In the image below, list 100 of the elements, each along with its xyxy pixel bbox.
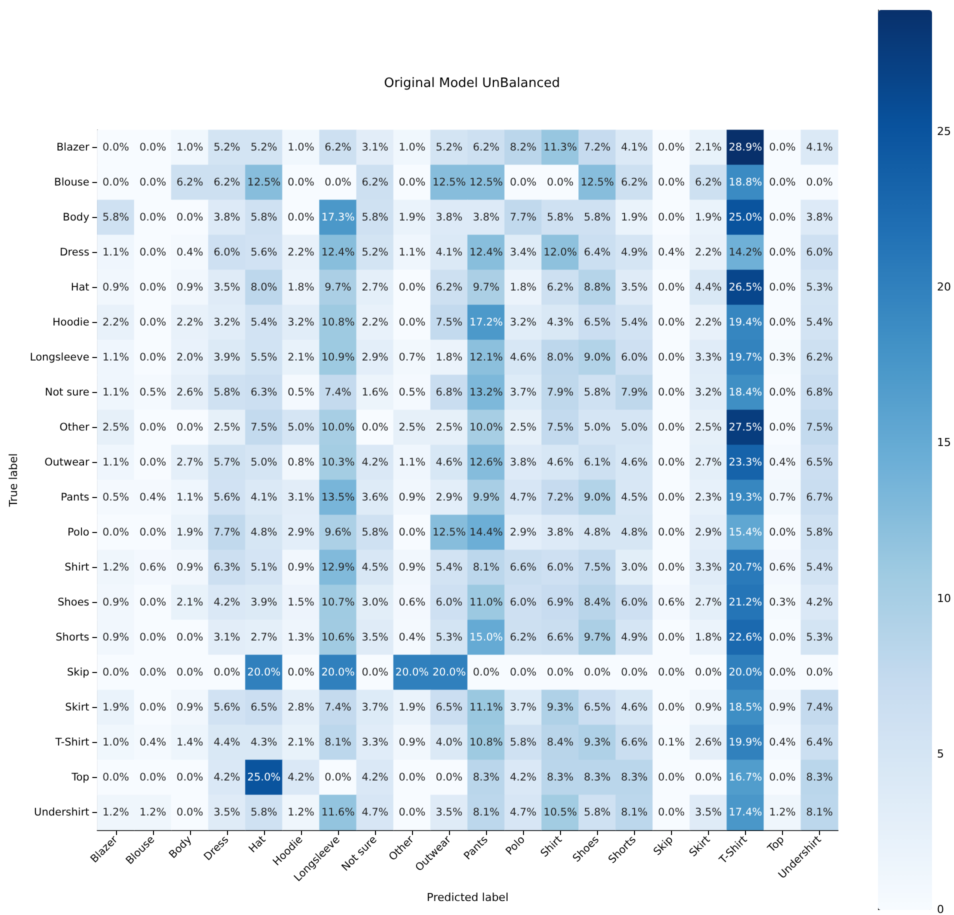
data-label: 4.7% (510, 492, 537, 504)
data-label: 2.9% (362, 352, 388, 364)
data-label: 5.8% (362, 526, 388, 538)
data-label: 0.0% (362, 422, 388, 434)
data-label: 7.5% (584, 562, 611, 574)
data-label: 3.8% (436, 212, 462, 224)
data-label: 0.0% (140, 632, 166, 644)
data-label: 4.1% (806, 142, 833, 154)
data-label: 5.8% (584, 806, 611, 818)
data-label: 5.4% (806, 562, 833, 574)
data-label: 9.9% (472, 492, 500, 504)
data-label: 0.9% (102, 596, 130, 608)
data-label: 10.8% (469, 736, 503, 748)
y-tick-label: Longsleeve (30, 352, 90, 364)
data-label: 0.0% (658, 282, 685, 294)
y-tick-label: Body (62, 212, 90, 224)
data-label: 23.3% (728, 456, 762, 468)
data-label: 1.0% (398, 142, 426, 154)
data-label: 2.7% (176, 456, 204, 468)
data-label: 1.9% (102, 702, 130, 714)
data-label: 0.0% (140, 142, 166, 154)
data-label: 3.5% (695, 806, 722, 818)
data-label: 12.5% (432, 176, 466, 188)
data-label: 3.9% (214, 352, 240, 364)
data-label: 1.5% (288, 596, 314, 608)
data-label: 5.4% (620, 316, 648, 328)
data-label: 2.8% (288, 702, 314, 714)
data-label: 22.6% (728, 632, 762, 644)
data-label: 4.2% (214, 772, 240, 784)
data-label: 4.2% (362, 772, 388, 784)
data-label: 7.5% (806, 422, 833, 434)
data-label: 7.9% (546, 386, 574, 398)
data-label: 6.2% (214, 176, 240, 188)
data-label: 3.8% (806, 212, 833, 224)
data-label: 3.5% (620, 282, 648, 294)
data-label: 5.0% (250, 456, 278, 468)
data-label: 1.1% (102, 352, 130, 364)
data-label: 0.0% (510, 666, 537, 678)
data-label: 2.9% (695, 526, 722, 538)
data-label: 5.8% (214, 386, 240, 398)
data-label: 20.0% (395, 666, 429, 678)
data-label: 6.0% (436, 596, 462, 608)
data-label: 2.5% (214, 422, 240, 434)
data-label: 1.1% (102, 456, 130, 468)
data-label: 3.7% (362, 702, 388, 714)
data-label: 17.2% (469, 316, 503, 328)
data-label: 4.2% (362, 456, 388, 468)
data-label: 6.2% (324, 142, 352, 154)
data-label: 6.7% (806, 492, 833, 504)
y-tick-label: Skip (66, 666, 90, 678)
data-label: 1.2% (102, 806, 130, 818)
data-label: 14.4% (469, 526, 503, 538)
data-label: 4.1% (250, 492, 278, 504)
data-label: 0.0% (769, 632, 796, 644)
data-label: 19.9% (728, 736, 762, 748)
data-label: 0.0% (140, 212, 166, 224)
data-label: 0.0% (102, 142, 130, 154)
data-label: 0.5% (102, 492, 130, 504)
data-label: 0.0% (140, 526, 166, 538)
data-label: 6.0% (620, 352, 648, 364)
data-label: 0.0% (769, 316, 796, 328)
data-label: 0.0% (658, 386, 685, 398)
data-label: 0.0% (140, 702, 166, 714)
data-label: 2.5% (398, 422, 426, 434)
data-label: 5.8% (362, 212, 388, 224)
data-label: 1.2% (288, 806, 314, 818)
data-label: 1.2% (140, 806, 166, 818)
data-label: 6.0% (214, 246, 240, 258)
data-label: 0.4% (140, 736, 166, 748)
data-label: 5.4% (250, 316, 278, 328)
data-label: 11.0% (469, 596, 503, 608)
y-tick-label: Blouse (54, 176, 90, 188)
data-label: 0.0% (398, 526, 426, 538)
data-label: 3.0% (620, 562, 648, 574)
data-label: 3.5% (214, 282, 240, 294)
data-label: 5.0% (288, 422, 314, 434)
data-label: 2.7% (362, 282, 388, 294)
data-label: 2.7% (250, 632, 278, 644)
x-tick-label: Skip (651, 834, 676, 858)
data-label: 8.1% (472, 806, 500, 818)
data-label: 6.0% (620, 596, 648, 608)
data-label: 5.4% (806, 316, 833, 328)
data-label: 4.4% (214, 736, 240, 748)
data-label: 6.2% (362, 176, 388, 188)
data-label: 0.0% (769, 422, 796, 434)
data-label: 5.6% (214, 492, 240, 504)
data-label: 0.0% (658, 702, 685, 714)
data-label: 11.6% (321, 806, 355, 818)
data-label: 28.9% (728, 142, 762, 154)
data-label: 9.7% (584, 632, 611, 644)
data-label: 6.4% (806, 736, 833, 748)
data-label: 2.2% (695, 246, 722, 258)
data-label: 7.4% (324, 386, 352, 398)
data-label: 0.0% (140, 772, 166, 784)
color-bar-label: 25 (937, 124, 952, 138)
data-label: 4.9% (620, 246, 648, 258)
data-label: 1.8% (288, 282, 314, 294)
data-label: 0.4% (176, 246, 204, 258)
data-label: 2.6% (176, 386, 204, 398)
data-label: 2.0% (176, 352, 204, 364)
